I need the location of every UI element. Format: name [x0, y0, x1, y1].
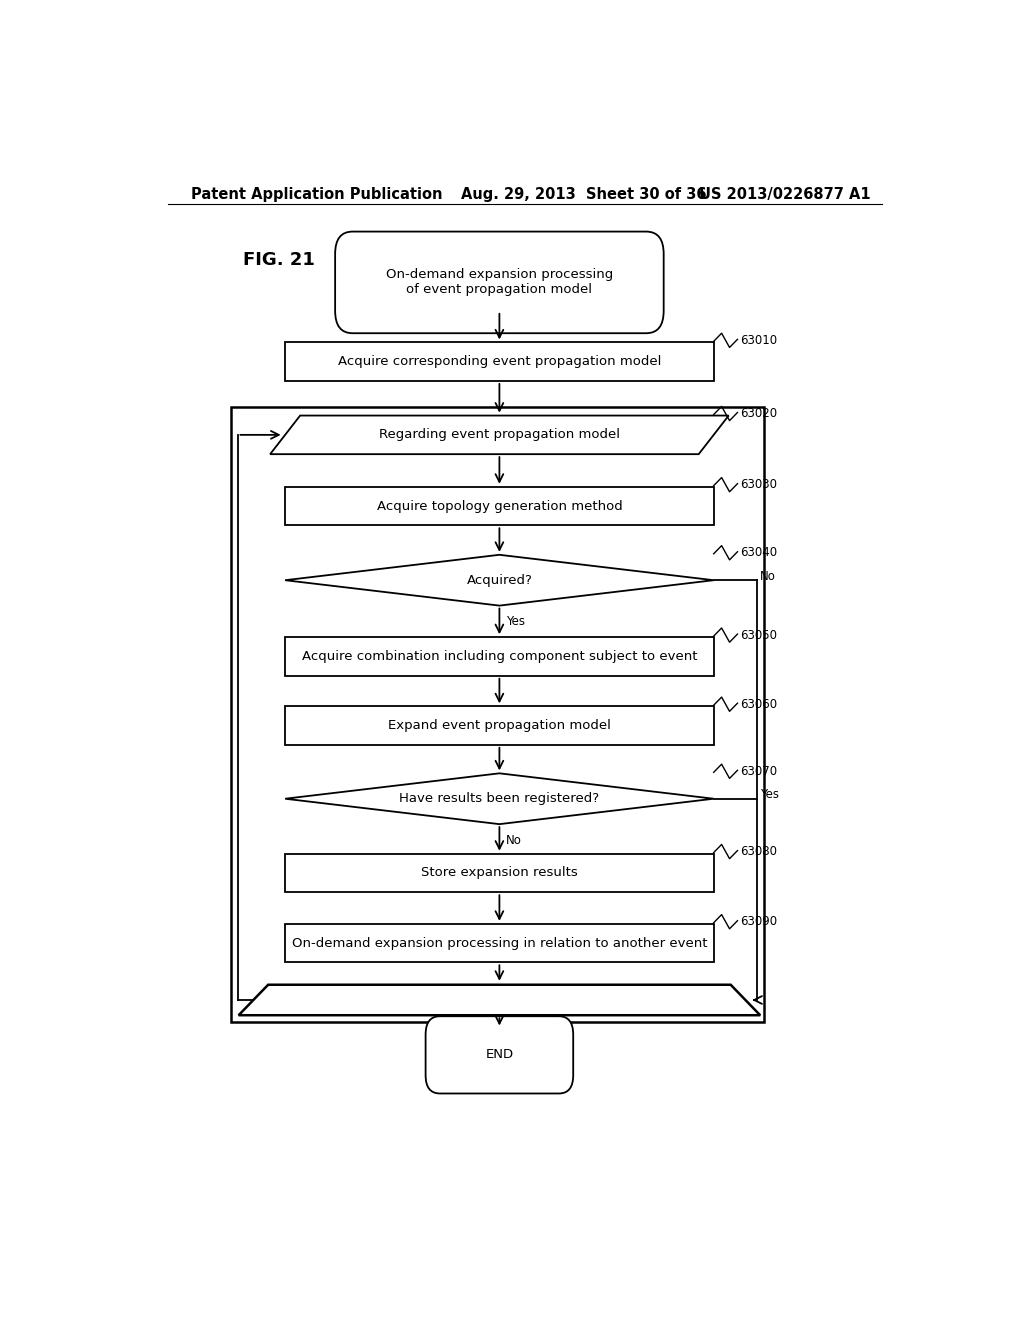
Text: Acquired?: Acquired?: [467, 574, 532, 586]
Text: Aug. 29, 2013  Sheet 30 of 36: Aug. 29, 2013 Sheet 30 of 36: [461, 187, 707, 202]
Text: US 2013/0226877 A1: US 2013/0226877 A1: [699, 187, 871, 202]
Text: No: No: [760, 570, 775, 582]
Text: 63030: 63030: [740, 478, 777, 491]
Polygon shape: [239, 985, 760, 1015]
Text: Yes: Yes: [760, 788, 778, 801]
Text: 63060: 63060: [740, 698, 777, 710]
Text: Acquire corresponding event propagation model: Acquire corresponding event propagation …: [338, 355, 662, 368]
Text: 63090: 63090: [740, 915, 777, 928]
Bar: [285, 924, 714, 962]
Text: 63010: 63010: [740, 334, 777, 347]
Bar: [285, 638, 714, 676]
Bar: [285, 706, 714, 744]
Text: Patent Application Publication: Patent Application Publication: [191, 187, 443, 202]
Text: On-demand expansion processing
of event propagation model: On-demand expansion processing of event …: [386, 268, 613, 297]
Text: Yes: Yes: [506, 615, 524, 628]
FancyBboxPatch shape: [335, 231, 664, 333]
Text: Acquire combination including component subject to event: Acquire combination including component …: [302, 649, 697, 663]
Text: Have results been registered?: Have results been registered?: [399, 792, 599, 805]
Text: No: No: [506, 834, 521, 847]
Text: 63080: 63080: [740, 845, 777, 858]
Text: Store expansion results: Store expansion results: [421, 866, 578, 879]
Bar: [285, 487, 714, 525]
Bar: [231, 408, 764, 1022]
Text: Expand event propagation model: Expand event propagation model: [388, 719, 611, 733]
Polygon shape: [285, 554, 714, 606]
Polygon shape: [270, 416, 729, 454]
Text: FIG. 21: FIG. 21: [243, 251, 315, 269]
Text: Regarding event propagation model: Regarding event propagation model: [379, 429, 620, 441]
Text: Acquire topology generation method: Acquire topology generation method: [377, 499, 623, 512]
FancyBboxPatch shape: [426, 1016, 573, 1093]
Text: 63020: 63020: [740, 407, 777, 420]
Text: 63050: 63050: [740, 628, 777, 642]
Text: END: END: [485, 1048, 513, 1061]
Text: 63070: 63070: [740, 764, 777, 777]
Bar: [285, 342, 714, 381]
Text: On-demand expansion processing in relation to another event: On-demand expansion processing in relati…: [292, 937, 708, 949]
Text: 63040: 63040: [740, 546, 777, 560]
Bar: [285, 854, 714, 892]
Polygon shape: [285, 774, 714, 824]
